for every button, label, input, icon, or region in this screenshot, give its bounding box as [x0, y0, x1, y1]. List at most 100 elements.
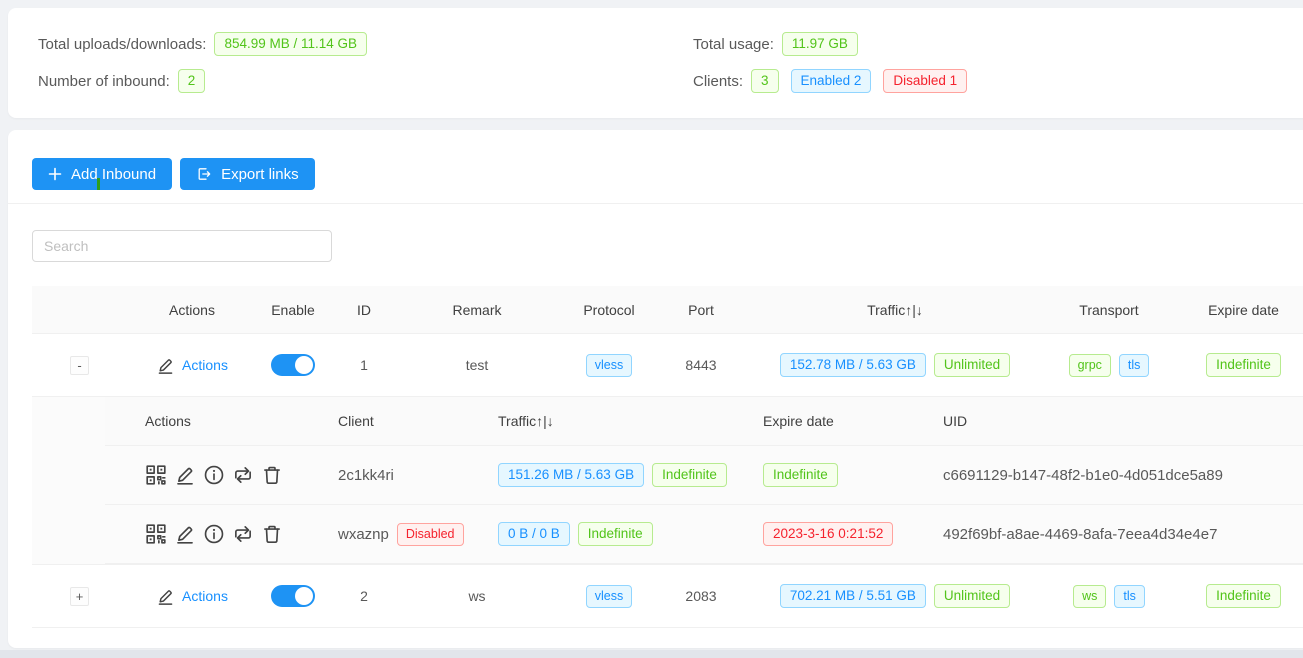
delete-client-icon[interactable]	[261, 523, 283, 545]
header-protocol: Protocol	[583, 301, 635, 318]
header-expire-date: Expire date	[1208, 301, 1279, 318]
export-icon	[198, 168, 211, 180]
add-inbound-button[interactable]: Add Inbound	[32, 158, 173, 190]
row-actions-label: Actions	[182, 588, 228, 604]
traffic-limit-badge: Unlimited	[933, 353, 1011, 377]
transport-security-badge: tls	[1114, 584, 1145, 608]
client-header-expire: Expire date	[763, 413, 834, 429]
add-inbound-label: Add Inbound	[71, 165, 157, 183]
inbound-row-1: - Actions 1 test vless 8443 152.78 MB / …	[32, 334, 1303, 397]
expand-row-button[interactable]: +	[70, 586, 89, 606]
header-enable: Enable	[271, 301, 315, 318]
expire-badge: Indefinite	[1206, 353, 1281, 377]
delete-client-icon[interactable]	[261, 464, 283, 486]
client-traffic-badge: 0 B / 0 B	[498, 522, 570, 546]
clients-disabled-badge: Disabled 1	[883, 69, 968, 93]
protocol-badge: vless	[585, 353, 633, 377]
transport-security-badge: tls	[1118, 353, 1150, 377]
edit-client-icon[interactable]	[174, 523, 196, 545]
stat-inbound-count: Number of inbound: 2	[38, 69, 693, 93]
stat-uploads-downloads: Total uploads/downloads: 854.99 MB / 11.…	[38, 32, 693, 56]
inbounds-card: Add Inbound Export links Actions Enable …	[8, 130, 1303, 648]
header-remark: Remark	[452, 301, 502, 318]
client-header-uid: UID	[943, 413, 968, 429]
text-cursor-artifact	[97, 178, 100, 190]
client-uid: c6691129-b147-48f2-b1e0-4d051dce5a89	[943, 466, 1223, 484]
client-traffic-limit-badge: Indefinite	[652, 463, 727, 487]
stats-card: Total uploads/downloads: 854.99 MB / 11.…	[8, 8, 1303, 118]
inbound-count-badge: 2	[177, 69, 206, 93]
client-disabled-badge: Disabled	[396, 522, 464, 546]
toggle-knob	[295, 587, 313, 605]
inbound-remark: ws	[468, 588, 486, 604]
expanded-clients-section: Actions Client Traffic↑|↓ Expire date UI…	[32, 397, 1303, 565]
inbound-table: Actions Enable ID Remark Protocol Port T…	[32, 286, 1303, 628]
reset-traffic-icon[interactable]	[232, 523, 254, 545]
stat-clients: Clients: 3 Enabled 2 Disabled 1	[693, 69, 1303, 93]
reset-traffic-icon[interactable]	[232, 464, 254, 486]
total-usage-badge: 11.97 GB	[781, 32, 858, 56]
collapse-row-button[interactable]: -	[70, 355, 89, 375]
inbound-row-2: + Actions 2 ws vless 2083 702.21 MB / 5.…	[32, 565, 1303, 628]
uploads-label: Total uploads/downloads:	[38, 35, 207, 53]
client-traffic-badge: 151.26 MB / 5.63 GB	[498, 463, 645, 487]
clients-label: Clients:	[693, 72, 744, 90]
plus-icon	[48, 167, 62, 181]
client-name: 2c1kk4ri	[338, 466, 394, 484]
client-header-traffic[interactable]: Traffic↑|↓	[498, 413, 554, 429]
qrcode-icon[interactable]	[145, 523, 167, 545]
client-header-actions: Actions	[145, 413, 191, 429]
traffic-limit-badge: Unlimited	[933, 584, 1011, 608]
info-icon[interactable]	[203, 464, 225, 486]
client-uid: 492f69bf-a8ae-4469-8afa-7eea4d34e4e7	[943, 525, 1218, 543]
edit-client-icon[interactable]	[174, 464, 196, 486]
page-bottom-strip	[0, 650, 1303, 658]
inbound-id: 1	[360, 357, 368, 373]
traffic-badge: 702.21 MB / 5.51 GB	[779, 584, 926, 608]
client-expire-badge: Indefinite	[763, 463, 838, 487]
client-row-1: 2c1kk4ri 151.26 MB / 5.63 GB Indefinite …	[105, 446, 1303, 505]
client-expire-badge: 2023-3-16 0:21:52	[763, 522, 894, 546]
edit-pencil-icon	[158, 589, 173, 605]
row-actions-menu[interactable]: Actions	[156, 587, 228, 606]
transport-network-badge: ws	[1073, 584, 1107, 608]
traffic-badge: 152.78 MB / 5.63 GB	[779, 353, 926, 377]
stat-total-usage: Total usage: 11.97 GB	[693, 32, 1303, 56]
header-transport: Transport	[1079, 301, 1139, 318]
header-port: Port	[688, 301, 714, 318]
enable-toggle[interactable]	[271, 585, 315, 607]
protocol-badge: vless	[585, 584, 633, 608]
export-links-label: Export links	[221, 165, 299, 183]
toggle-knob	[295, 356, 313, 374]
edit-pencil-icon	[158, 358, 173, 374]
header-traffic[interactable]: Traffic↑|↓	[867, 301, 923, 318]
client-table-header: Actions Client Traffic↑|↓ Expire date UI…	[105, 397, 1303, 446]
client-header-client: Client	[338, 413, 374, 429]
inbound-remark: test	[465, 357, 489, 373]
export-links-button[interactable]: Export links	[180, 158, 315, 190]
clients-count-badge: 3	[751, 69, 779, 93]
header-actions: Actions	[169, 301, 215, 318]
client-name: wxaznp	[338, 525, 389, 543]
total-usage-label: Total usage:	[693, 35, 774, 53]
inbound-port: 2083	[685, 588, 717, 604]
client-row-2: wxaznp Disabled 0 B / 0 B Indefinite 202…	[105, 505, 1303, 564]
inbound-port: 8443	[685, 357, 717, 373]
uploads-value-badge: 854.99 MB / 11.14 GB	[214, 32, 368, 56]
client-traffic-limit-badge: Indefinite	[577, 522, 653, 546]
clients-enabled-badge: Enabled 2	[790, 69, 872, 93]
transport-network-badge: grpc	[1068, 353, 1111, 377]
row-actions-menu[interactable]: Actions	[156, 356, 228, 375]
info-icon[interactable]	[203, 523, 225, 545]
toolbar: Add Inbound Export links	[8, 130, 1303, 190]
expire-badge: Indefinite	[1206, 584, 1281, 608]
toolbar-divider	[8, 203, 1303, 204]
inbound-id: 2	[360, 588, 368, 604]
qrcode-icon[interactable]	[145, 464, 167, 486]
row-actions-label: Actions	[182, 357, 228, 373]
inbound-count-label: Number of inbound:	[38, 72, 170, 90]
enable-toggle[interactable]	[271, 354, 315, 376]
header-id: ID	[357, 301, 371, 318]
search-input[interactable]	[32, 230, 332, 262]
inbound-table-header: Actions Enable ID Remark Protocol Port T…	[32, 286, 1303, 334]
